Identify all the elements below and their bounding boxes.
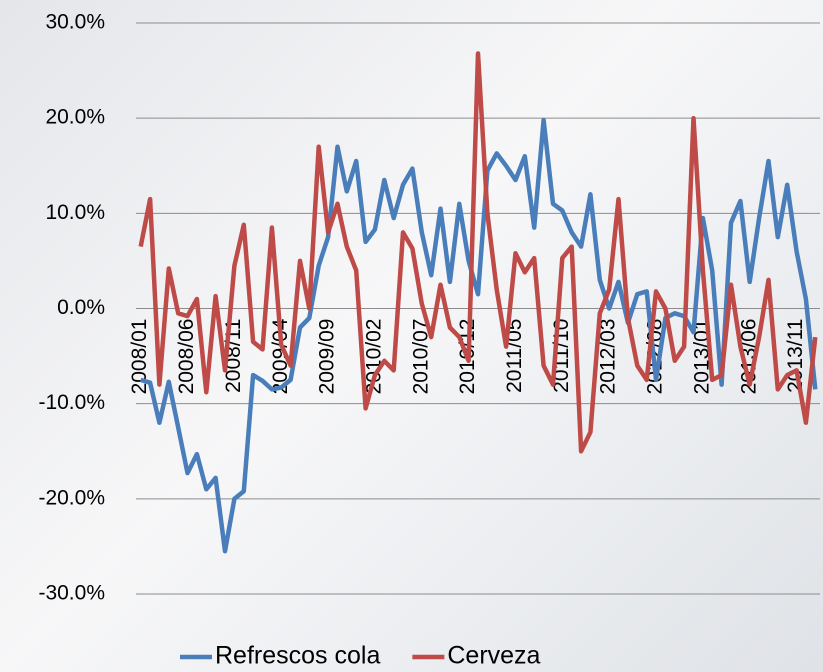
x-tick-label: 2013/06 (737, 319, 760, 395)
line-series (138, 51, 818, 454)
y-tick-label: -30.0% (38, 582, 105, 605)
legend-label: Cerveza (447, 642, 540, 670)
x-tick-label: 2010/02 (362, 319, 385, 395)
y-tick-label: -10.0% (38, 391, 105, 414)
legend-label: Refrescos cola (215, 642, 380, 670)
x-tick-label: 2008/06 (175, 319, 198, 395)
x-tick-label: 2010/07 (409, 319, 432, 395)
x-tick-label: 2008/01 (128, 319, 151, 395)
y-tick-label: 10.0% (45, 201, 105, 224)
y-tick-label: 0.0% (57, 296, 105, 319)
x-tick-label: 2009/09 (316, 319, 339, 395)
line-series (140, 117, 818, 554)
y-tick-label: 20.0% (45, 106, 105, 129)
y-tick-label: -20.0% (38, 486, 105, 509)
x-tick-label: 2013/11 (784, 319, 807, 393)
y-tick-label: 30.0% (45, 11, 105, 34)
x-tick-label: 2012/03 (597, 319, 620, 395)
x-tick-label: 2009/04 (269, 318, 292, 394)
